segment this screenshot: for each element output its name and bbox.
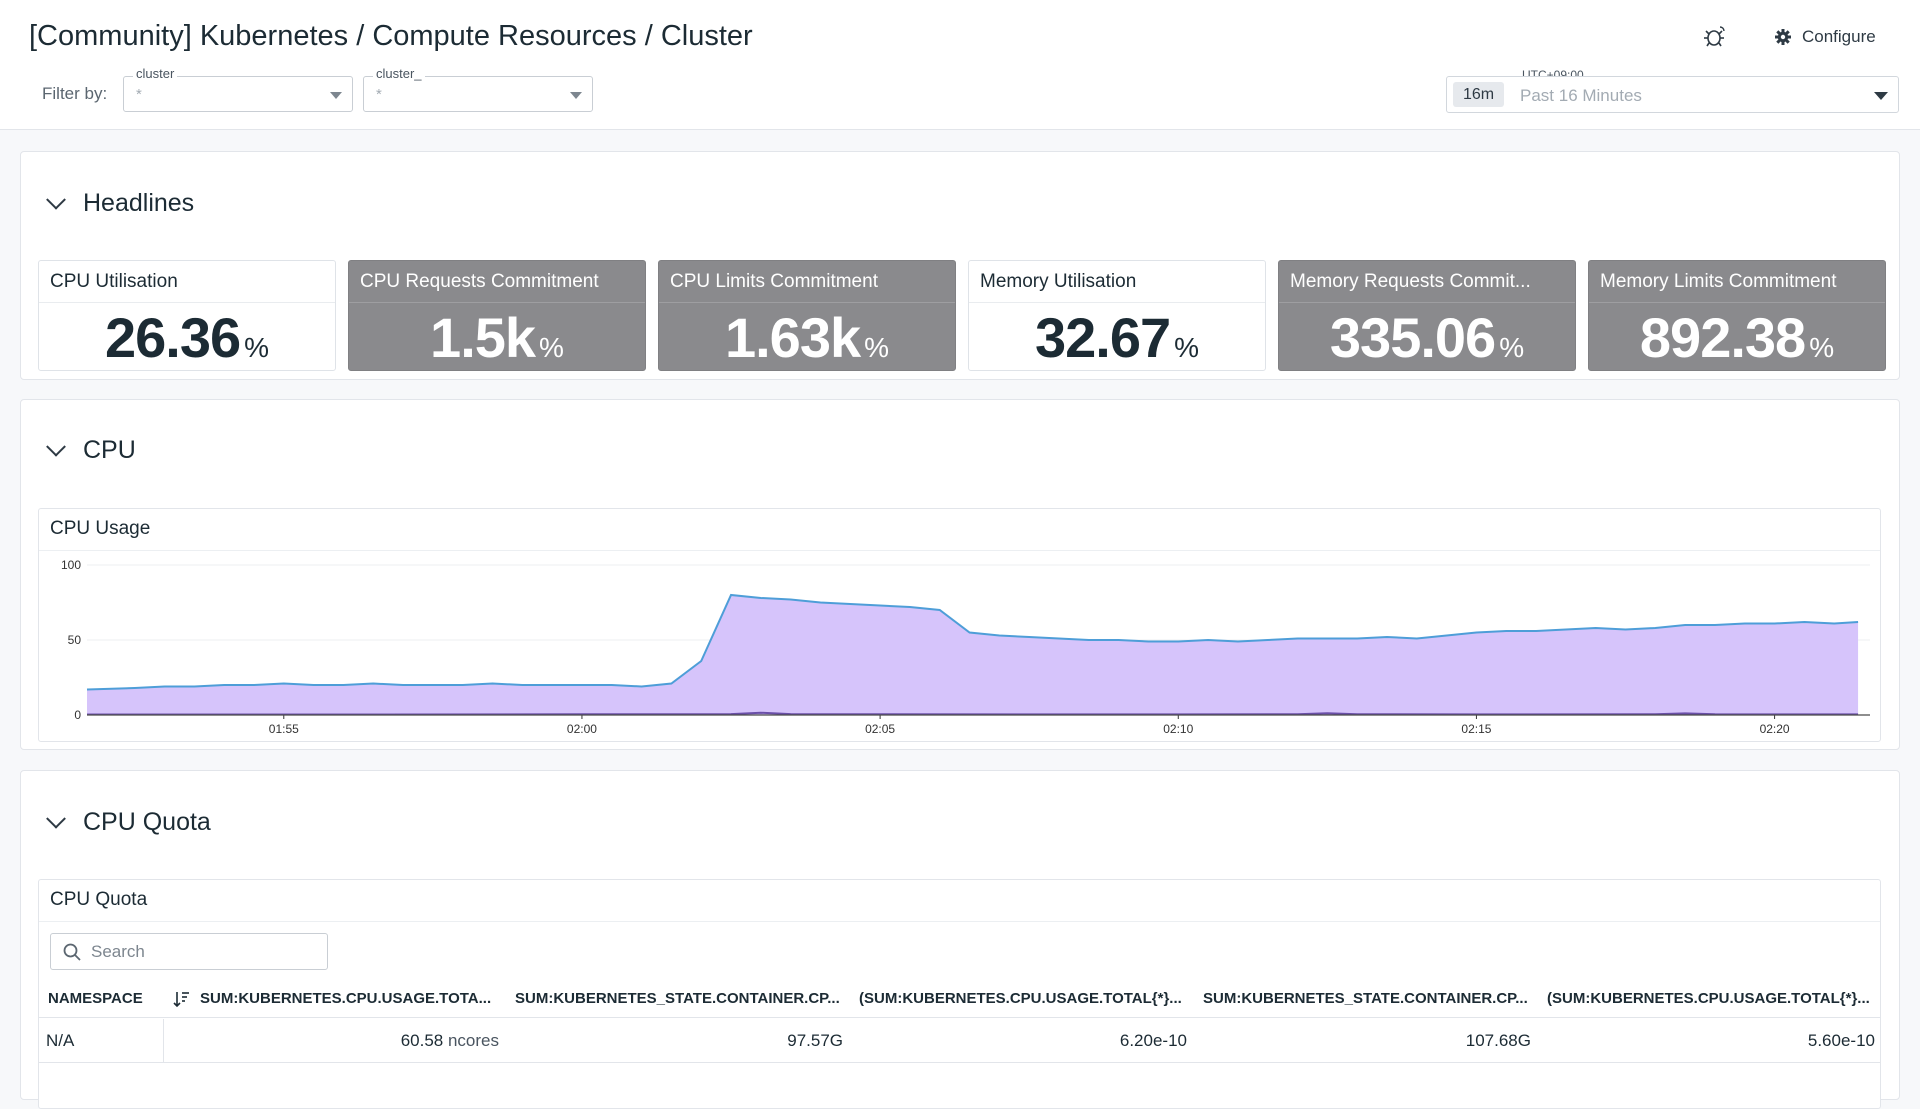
cluster-filter-label: cluster [133, 66, 178, 81]
search-icon [63, 943, 81, 961]
tile-title: Memory Requests Commit... [1290, 271, 1531, 292]
tile-value: 26.36 [104, 306, 241, 369]
configure-label: Configure [1802, 27, 1876, 46]
cpu-quota-section: CPU Quota CPU Quota NAMESPACE SUM:KUBERN… [20, 770, 1900, 1109]
x-tick-label: 02:15 [1461, 722, 1491, 736]
filter-label: Filter by: [42, 84, 108, 103]
cluster2-filter-label: cluster_ [373, 66, 425, 81]
tile-title: CPU Requests Commitment [360, 271, 599, 292]
cpu-requests-ratio-cell: 6.20e-10 [1119, 1031, 1187, 1050]
memory-requests-commitment-tile[interactable]: Memory Requests Commit... 335.06% [1278, 260, 1576, 371]
page-title: [Community] Kubernetes / Compute Resourc… [29, 20, 753, 52]
search-input[interactable] [91, 941, 311, 962]
cpu-requests-cell: 97.57G [787, 1031, 843, 1050]
time-range-picker[interactable]: 16m Past 16 Minutes [1446, 76, 1899, 113]
y-tick-label: 50 [68, 633, 82, 647]
tile-unit: % [1499, 332, 1525, 363]
tile-title: CPU Utilisation [50, 271, 178, 292]
section-title: CPU Quota [83, 808, 211, 836]
chevron-down-icon [1874, 92, 1888, 100]
cpu-usage-area [87, 595, 1859, 715]
memory-limits-commitment-tile[interactable]: Memory Limits Commitment 892.38% [1588, 260, 1886, 371]
gear-icon [1775, 29, 1791, 45]
column-header-cpu-requests[interactable]: SUM:KUBERNETES_STATE.CONTAINER.CP... [515, 990, 840, 1007]
cpu-section: CPU CPU Usage 0 50 100 01:55 02:00 02:05 02:10… [20, 399, 1900, 750]
time-range-badge: 16m [1453, 82, 1505, 107]
cpu-requests-commitment-tile[interactable]: CPU Requests Commitment 1.5k% [348, 260, 646, 371]
cpu-usage-secondary-line [87, 711, 1859, 716]
tile-value: 1.5k [430, 306, 536, 369]
memory-utilisation-tile[interactable]: Memory Utilisation 32.67% [968, 260, 1266, 371]
cpu-quota-section-toggle[interactable]: CPU Quota [46, 808, 211, 837]
cluster-filter-value: * [136, 86, 142, 103]
section-title: Headlines [83, 189, 195, 217]
cpu-limits-cell: 107.68G [1465, 1031, 1531, 1050]
table-header: NAMESPACE SUM:KUBERNETES.CPU.USAGE.TOTA.… [39, 980, 1880, 1018]
cluster2-filter-select[interactable]: cluster_ * [363, 66, 593, 112]
tile-value: 32.67 [1034, 306, 1171, 369]
column-header-cpu-limits-ratio[interactable]: (SUM:KUBERNETES.CPU.USAGE.TOTAL{*}... [1547, 990, 1870, 1007]
cpu-limits-ratio-cell: 5.60e-10 [1807, 1031, 1875, 1050]
sort-descending-icon[interactable] [172, 990, 190, 1008]
column-header-cpu-limits[interactable]: SUM:KUBERNETES_STATE.CONTAINER.CP... [1203, 990, 1528, 1007]
configure-button[interactable]: Configure [1774, 22, 1876, 52]
cpu-usage-cell: 60.58 ncores [400, 1031, 499, 1050]
tile-unit: % [244, 332, 270, 363]
chevron-down-icon [46, 808, 66, 829]
x-tick-label: 02:20 [1760, 722, 1790, 736]
time-range-text: Past 16 Minutes [1520, 86, 1642, 105]
x-tick-label: 02:00 [567, 722, 597, 736]
tile-unit: % [1174, 332, 1200, 363]
column-header-cpu-usage[interactable]: SUM:KUBERNETES.CPU.USAGE.TOTA... [200, 990, 492, 1007]
section-title: CPU [83, 436, 136, 464]
namespace-cell: N/A [46, 1031, 75, 1050]
widget-title: CPU Usage [50, 518, 151, 539]
column-header-cpu-requests-ratio[interactable]: (SUM:KUBERNETES.CPU.USAGE.TOTAL{*}... [859, 990, 1182, 1007]
tile-unit: % [1809, 332, 1835, 363]
bug-icon[interactable] [1700, 22, 1730, 52]
cpu-utilisation-tile[interactable]: CPU Utilisation 26.36% [38, 260, 336, 371]
column-header-namespace[interactable]: NAMESPACE [48, 990, 143, 1007]
cpu-limits-commitment-tile[interactable]: CPU Limits Commitment 1.63k% [658, 260, 956, 371]
cluster2-filter-value: * [376, 86, 382, 103]
chevron-down-icon [46, 189, 66, 210]
tile-title: Memory Limits Commitment [1600, 271, 1837, 292]
y-tick-label: 0 [74, 708, 81, 722]
tile-unit: % [539, 332, 564, 363]
tile-value: 892.38 [1639, 306, 1806, 369]
cpu-usage-line [86, 593, 1859, 691]
cpu-quota-widget: CPU Quota NAMESPACE SUM:KUBERNETES.CPU.U… [38, 879, 1881, 1109]
search-box[interactable] [50, 933, 328, 970]
x-tick-label: 01:55 [269, 722, 299, 736]
tile-title: Memory Utilisation [980, 271, 1137, 292]
x-tick-label: 02:10 [1163, 722, 1193, 736]
widget-title: CPU Quota [50, 889, 148, 910]
y-tick-label: 100 [61, 558, 81, 572]
headline-tiles: CPU Utilisation 26.36% CPU Requests Comm… [38, 260, 1886, 371]
chevron-down-icon [46, 436, 66, 457]
chevron-down-icon [570, 92, 582, 99]
tile-value: 335.06 [1329, 306, 1496, 369]
cluster-filter-select[interactable]: cluster * [123, 66, 353, 112]
dashboard-header: [Community] Kubernetes / Compute Resourc… [0, 0, 1920, 130]
cpu-section-toggle[interactable]: CPU [46, 436, 136, 465]
x-tick-label: 02:05 [865, 722, 895, 736]
headlines-toggle[interactable]: Headlines [46, 189, 195, 218]
headlines-section: Headlines CPU Utilisation 26.36% CPU Req… [20, 151, 1900, 380]
cpu-usage-chart[interactable]: 0 50 100 01:55 02:00 02:05 02:10 02:15 02:20 [39, 551, 1880, 741]
cpu-usage-widget: CPU Usage 0 50 100 01:55 02:00 02:05 02:10 02:1… [38, 508, 1881, 742]
tile-value: 1.63k [724, 306, 861, 369]
chevron-down-icon [330, 92, 342, 99]
table-row[interactable]: N/A 60.58 ncores 97.57G 6.20e-10 107.68G… [39, 1019, 1880, 1063]
tile-title: CPU Limits Commitment [670, 271, 878, 292]
tile-unit: % [864, 332, 890, 363]
